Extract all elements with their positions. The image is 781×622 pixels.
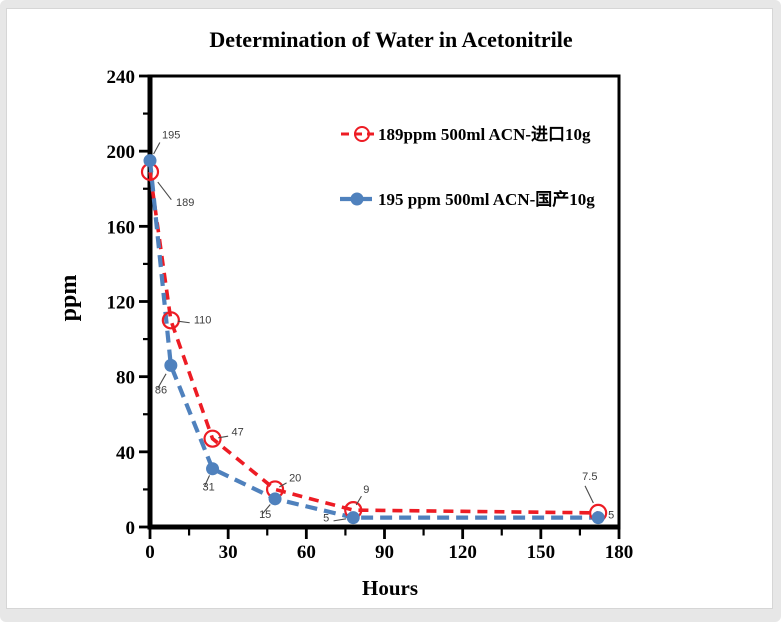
data-point-marker: [143, 154, 157, 168]
series-line-0: [148, 171, 599, 515]
data-label-leader: [218, 435, 229, 439]
chart-card: [6, 8, 773, 609]
series-line-1: [147, 160, 599, 520]
data-point-marker: [268, 492, 282, 506]
chart-title: Determination of Water in Acetonitrile: [209, 27, 573, 52]
data-label-leader: [153, 142, 161, 155]
data-point-marker: [161, 311, 180, 330]
data-label: 20: [289, 472, 301, 484]
legend-label: 195 ppm 500ml ACN-国产10g: [378, 189, 595, 209]
data-label: 5: [608, 510, 614, 522]
data-label: 5: [323, 513, 329, 525]
x-axis-title: Hours: [362, 576, 418, 600]
data-label: 31: [203, 482, 215, 494]
y-tick-label: 40: [116, 443, 135, 464]
data-label-leader: [177, 320, 190, 324]
data-label: 86: [155, 384, 167, 396]
legend-marker: [350, 192, 364, 206]
data-point-marker: [203, 429, 222, 448]
data-label-leader: [157, 181, 172, 201]
y-tick-label: 200: [107, 142, 136, 163]
data-label: 110: [194, 314, 212, 326]
y-tick-label: 0: [126, 518, 136, 539]
x-tick-label: 60: [297, 542, 316, 563]
data-label-leader: [333, 518, 347, 522]
data-point-marker: [591, 511, 605, 525]
data-label: 195: [162, 130, 180, 142]
data-label-leader: [157, 373, 167, 389]
x-tick-label: 150: [527, 542, 556, 563]
data-label-leader: [278, 482, 287, 488]
data-label-leader: [203, 475, 211, 488]
x-tick-label: 90: [375, 542, 394, 563]
x-tick-label: 120: [448, 542, 477, 563]
y-tick-label: 160: [107, 217, 136, 238]
data-label: 189: [176, 197, 194, 209]
data-label: 7.5: [582, 471, 597, 483]
data-label-leader: [584, 485, 594, 504]
data-label-leader: [261, 504, 271, 515]
data-point-marker: [164, 358, 178, 372]
data-point-marker: [346, 511, 360, 525]
y-axis-title: ppm: [56, 275, 82, 322]
legend-marker: [354, 126, 370, 142]
plot-area: 0 40 80 120 160 200 240 0 30 60 90 120 150 180 189 110 4…: [107, 67, 634, 563]
x-tick-label: 180: [605, 542, 634, 563]
data-point-marker: [206, 462, 220, 476]
data-label: 9: [363, 484, 369, 496]
y-tick-label: 120: [107, 293, 136, 314]
x-tick-label: 0: [145, 542, 155, 563]
y-tick-label: 240: [107, 67, 136, 88]
data-label-leader: [355, 495, 362, 506]
y-tick-label: 80: [116, 368, 135, 389]
x-tick-label: 30: [219, 542, 238, 563]
legend-label: 189ppm 500ml ACN-进口10g: [378, 125, 591, 144]
data-label: 47: [232, 427, 244, 439]
data-label: 15: [259, 509, 271, 521]
